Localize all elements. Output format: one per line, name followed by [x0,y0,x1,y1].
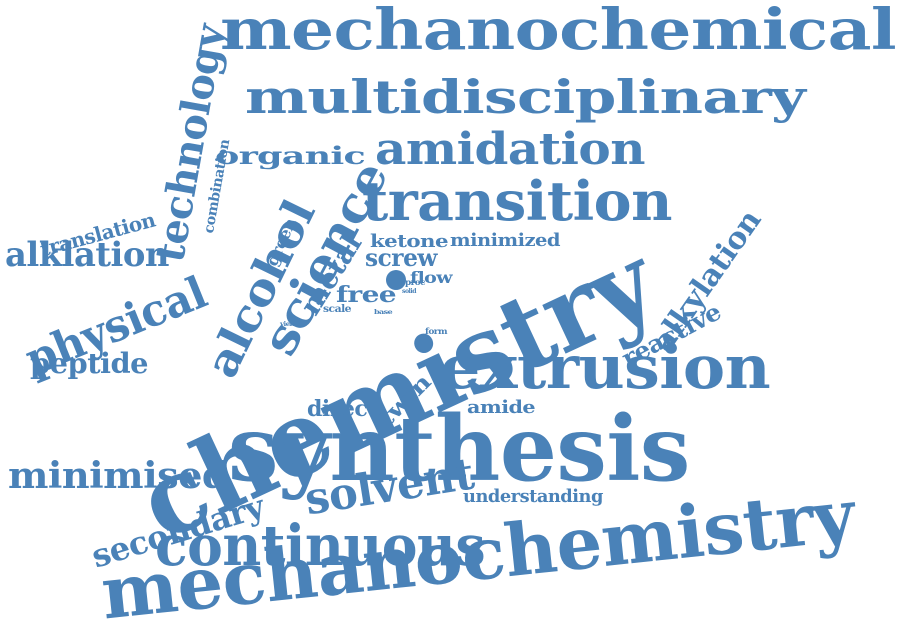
dot-mark [386,270,406,290]
word-solid: solid [402,288,416,295]
word-form: form [425,326,448,336]
word-flow: flow [410,268,453,287]
word-scale: scale [323,304,352,315]
word-mechanochemical: mechanochemical [220,0,897,63]
word-peptide: peptide [30,347,149,380]
word-amide: amide [467,397,536,418]
word-continuous: continuous [155,513,486,579]
word-organic: organic [215,141,366,170]
word-direct: direct [307,396,378,422]
word-minimised: minimised [8,455,229,497]
word-synthesis: synthesis [228,396,690,502]
word-amidation: amidation [375,124,645,175]
word-understanding: understanding [463,486,603,507]
word-yield: yield [280,321,297,328]
word-transition: transition [362,169,672,233]
word-minimized: minimized [450,230,561,251]
word-alklation: alklation [5,235,169,275]
word-multidisciplinary: multidisciplinary [245,70,806,124]
word-proc: proc [405,277,426,287]
word-ketone: ketone [370,231,449,252]
word-screw: screw [365,243,437,272]
word-free: free [336,282,397,308]
word-base: base [374,309,393,316]
word-extrusion: extrusion [440,333,771,403]
